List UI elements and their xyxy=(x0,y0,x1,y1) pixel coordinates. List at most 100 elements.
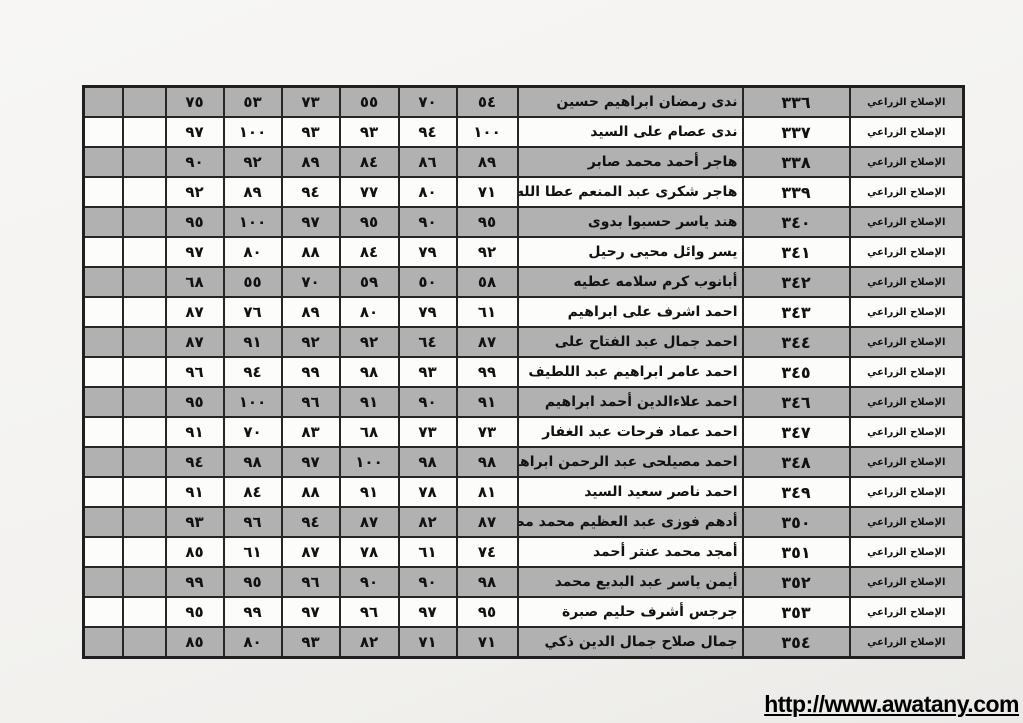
empty-cell xyxy=(121,476,167,508)
grade-cell-4: ٩٣ xyxy=(280,626,341,659)
grade-cell-4: ٩٩ xyxy=(280,356,341,388)
footer-url-link[interactable]: http://www.awatany.com xyxy=(764,691,1019,717)
empty-cell xyxy=(121,176,167,208)
school-name-cell: الإصلاح الزراعي xyxy=(848,296,965,328)
grade-cell-6: ٩٥ xyxy=(164,386,225,418)
empty-cell xyxy=(121,536,167,568)
student-name-cell: جرجس أشرف حليم صبرة xyxy=(516,596,744,628)
empty-cell xyxy=(121,386,167,418)
grade-cell-3: ٨٤ xyxy=(338,236,400,268)
empty-cell xyxy=(121,236,167,268)
table-row: الإصلاح الزراعي ٣٣٧ ندى عصام على السيد ١٠٠ ٩… xyxy=(82,116,965,148)
school-name-cell: الإصلاح الزراعي xyxy=(848,596,965,628)
table-row: الإصلاح الزراعي ٣٤٤ احمد جمال عبد الفتاح ع… xyxy=(82,326,965,358)
empty-cell xyxy=(82,326,124,358)
seat-number-cell: ٣٤١ xyxy=(741,236,851,268)
student-name-cell: ندى عصام على السيد xyxy=(516,116,744,148)
grade-cell-2: ٧٠ xyxy=(397,85,458,118)
student-name-cell: أيمن ياسر عبد البديع محمد xyxy=(516,566,744,598)
grade-cell-6: ٩١ xyxy=(164,476,225,508)
student-name-cell: احمد مصيلحى عبد الرحمن ابراهيم xyxy=(516,446,744,478)
grade-cell-4: ٨٨ xyxy=(280,236,341,268)
seat-number-cell: ٣٤٥ xyxy=(741,356,851,388)
grade-cell-3: ٩١ xyxy=(338,386,400,418)
grade-cell-5: ٥٣ xyxy=(222,85,283,118)
grade-cell-3: ٥٩ xyxy=(338,266,400,298)
grade-cell-6: ٨٧ xyxy=(164,296,225,328)
grade-cell-2: ٥٠ xyxy=(397,266,458,298)
grade-cell-2: ٨٢ xyxy=(397,506,458,538)
seat-number-cell: ٣٤٢ xyxy=(741,266,851,298)
seat-number-cell: ٣٤٠ xyxy=(741,206,851,238)
empty-cell xyxy=(82,176,124,208)
grade-cell-6: ٩٢ xyxy=(164,176,225,208)
table-row: الإصلاح الزراعي ٣٣٨ هاجر أحمد محمد صابر ٨٩ ٨… xyxy=(82,146,965,178)
table-row: الإصلاح الزراعي ٣٤٢ أبانوب كرم سلامه عطيه ٥… xyxy=(82,266,965,298)
results-table: الإصلاح الزراعي ٣٣٦ ندى رمضان ابراهيم حسين… xyxy=(82,85,965,659)
school-name-cell: الإصلاح الزراعي xyxy=(848,85,965,118)
empty-cell xyxy=(121,596,167,628)
empty-cell xyxy=(82,146,124,178)
empty-cell xyxy=(121,446,167,478)
empty-cell xyxy=(121,416,167,448)
grade-cell-4: ٩٤ xyxy=(280,506,341,538)
student-name-cell: يسر وائل محيى رحيل xyxy=(516,236,744,268)
empty-cell xyxy=(82,296,124,328)
student-name-cell: ندى رمضان ابراهيم حسين xyxy=(516,85,744,118)
school-name-cell: الإصلاح الزراعي xyxy=(848,416,965,448)
grade-cell-2: ٧٣ xyxy=(397,416,458,448)
seat-number-cell: ٣٥٣ xyxy=(741,596,851,628)
seat-number-cell: ٣٣٧ xyxy=(741,116,851,148)
grade-cell-5: ٧٠ xyxy=(222,416,283,448)
table-row: الإصلاح الزراعي ٣٥٣ جرجس أشرف حليم صبرة ٩٥ ٩… xyxy=(82,596,965,628)
empty-cell xyxy=(121,85,167,118)
grade-cell-1: ٧٤ xyxy=(455,536,519,568)
seat-number-cell: ٣٥٢ xyxy=(741,566,851,598)
grade-cell-2: ٦٤ xyxy=(397,326,458,358)
grade-cell-5: ٨٩ xyxy=(222,176,283,208)
grade-cell-4: ٨٨ xyxy=(280,476,341,508)
empty-cell xyxy=(82,266,124,298)
grade-cell-6: ٩٧ xyxy=(164,236,225,268)
student-name-cell: احمد عماد فرحات عبد الغفار xyxy=(516,416,744,448)
grade-cell-1: ٦١ xyxy=(455,296,519,328)
grade-cell-3: ٩٦ xyxy=(338,596,400,628)
table-row: الإصلاح الزراعي ٣٣٩ هاجر شكرى عبد المنعم ع… xyxy=(82,176,965,208)
grade-cell-3: ٨٠ xyxy=(338,296,400,328)
grade-cell-6: ٩١ xyxy=(164,416,225,448)
grade-cell-4: ٩٤ xyxy=(280,176,341,208)
empty-cell xyxy=(121,146,167,178)
grade-cell-4: ٨٣ xyxy=(280,416,341,448)
school-name-cell: الإصلاح الزراعي xyxy=(848,626,965,659)
grade-cell-3: ٧٨ xyxy=(338,536,400,568)
grade-cell-4: ٩٢ xyxy=(280,326,341,358)
grade-cell-4: ٩٧ xyxy=(280,596,341,628)
grade-cell-6: ٩٤ xyxy=(164,446,225,478)
table-row: الإصلاح الزراعي ٣٥٠ أدهم فوزى عبد العظيم م… xyxy=(82,506,965,538)
grade-cell-2: ٧١ xyxy=(397,626,458,659)
grade-cell-2: ٨٦ xyxy=(397,146,458,178)
seat-number-cell: ٣٣٨ xyxy=(741,146,851,178)
grade-cell-4: ٩٧ xyxy=(280,446,341,478)
empty-cell xyxy=(82,476,124,508)
grade-cell-4: ٧٣ xyxy=(280,85,341,118)
grade-cell-3: ٨٢ xyxy=(338,626,400,659)
seat-number-cell: ٣٤٧ xyxy=(741,416,851,448)
school-name-cell: الإصلاح الزراعي xyxy=(848,326,965,358)
grade-cell-5: ٨٠ xyxy=(222,236,283,268)
student-name-cell: احمد عامر ابراهيم عبد اللطيف xyxy=(516,356,744,388)
seat-number-cell: ٣٥٠ xyxy=(741,506,851,538)
grade-cell-6: ٩٦ xyxy=(164,356,225,388)
grade-cell-6: ٩٣ xyxy=(164,506,225,538)
grade-cell-6: ٩٧ xyxy=(164,116,225,148)
table-row: الإصلاح الزراعي ٣٤٩ احمد ناصر سعيد السيد ٨١… xyxy=(82,476,965,508)
grade-cell-5: ٦١ xyxy=(222,536,283,568)
school-name-cell: الإصلاح الزراعي xyxy=(848,146,965,178)
empty-cell xyxy=(82,506,124,538)
grade-cell-5: ٩٨ xyxy=(222,446,283,478)
grade-cell-5: ٧٦ xyxy=(222,296,283,328)
grade-cell-2: ٧٩ xyxy=(397,236,458,268)
student-name-cell: احمد علاءالدين أحمد ابراهيم xyxy=(516,386,744,418)
grade-cell-1: ٨٧ xyxy=(455,326,519,358)
grade-cell-3: ٨٧ xyxy=(338,506,400,538)
